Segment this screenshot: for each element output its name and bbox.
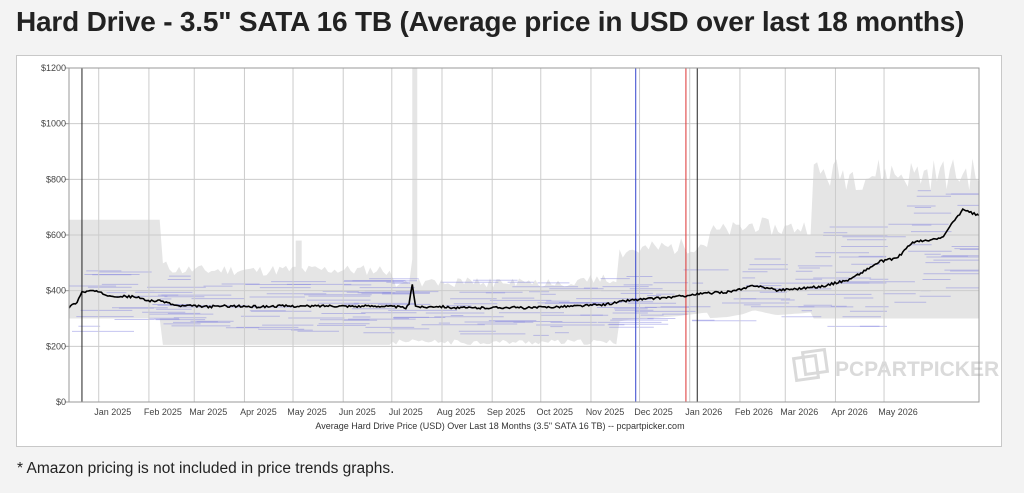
y-tick-label: $400 xyxy=(46,286,66,296)
price-chart-svg: PCPARTPICKER $0 $200 $400 $600 $800 $1000 $120… xyxy=(41,63,999,431)
x-tick-label: Jul 2025 xyxy=(389,407,423,417)
grid-lines xyxy=(69,67,979,403)
x-tick-label: May 2026 xyxy=(878,407,918,417)
vertical-markers xyxy=(81,68,698,402)
x-tick-label: Feb 2026 xyxy=(735,407,773,417)
x-tick-label: Aug 2025 xyxy=(437,407,476,417)
x-tick-label: Jun 2025 xyxy=(339,407,376,417)
price-range-spike xyxy=(295,240,302,308)
y-tick-label: $1200 xyxy=(41,63,66,73)
price-range-spike xyxy=(412,68,418,308)
y-tick-label: $0 xyxy=(56,397,66,407)
x-tick-label: Jan 2026 xyxy=(685,407,722,417)
amazon-footnote: * Amazon pricing is not included in pric… xyxy=(17,460,395,477)
x-axis-label: Average Hard Drive Price (USD) Over Last… xyxy=(315,421,684,431)
x-tick-label: Dec 2025 xyxy=(634,407,673,417)
x-tick-label: Apr 2025 xyxy=(240,407,277,417)
watermark-text: PCPARTPICKER xyxy=(835,358,999,381)
watermark: PCPARTPICKER xyxy=(791,347,999,383)
x-tick-label: Jan 2025 xyxy=(94,407,131,417)
x-tick-label: Feb 2025 xyxy=(144,407,182,417)
page-title: Hard Drive - 3.5" SATA 16 TB (Average pr… xyxy=(16,6,965,37)
pcpartpicker-logo-icon xyxy=(791,347,830,383)
x-tick-label: Sep 2025 xyxy=(487,407,526,417)
y-tick-label: $200 xyxy=(46,341,66,351)
average-price-line xyxy=(68,207,980,310)
axes: $0 $200 $400 $600 $800 $1000 $1200 Jan 2025 Feb … xyxy=(41,63,980,417)
price-chart: PCPARTPICKER $0 $200 $400 $600 $800 $1000 $120… xyxy=(16,55,1002,447)
y-tick-label: $800 xyxy=(46,174,66,184)
price-range-spike xyxy=(880,179,893,308)
x-tick-label: Mar 2025 xyxy=(189,407,227,417)
average-price-path xyxy=(68,207,980,310)
x-tick-label: Nov 2025 xyxy=(586,407,625,417)
y-tick-label: $1000 xyxy=(41,119,66,129)
x-tick-label: Apr 2026 xyxy=(831,407,868,417)
x-tick-label: Oct 2025 xyxy=(536,407,573,417)
price-range-band xyxy=(69,68,979,345)
y-tick-label: $600 xyxy=(46,230,66,240)
retailer-price-lines xyxy=(69,190,979,336)
x-tick-label: Mar 2026 xyxy=(780,407,818,417)
x-tick-label: May 2025 xyxy=(287,407,327,417)
